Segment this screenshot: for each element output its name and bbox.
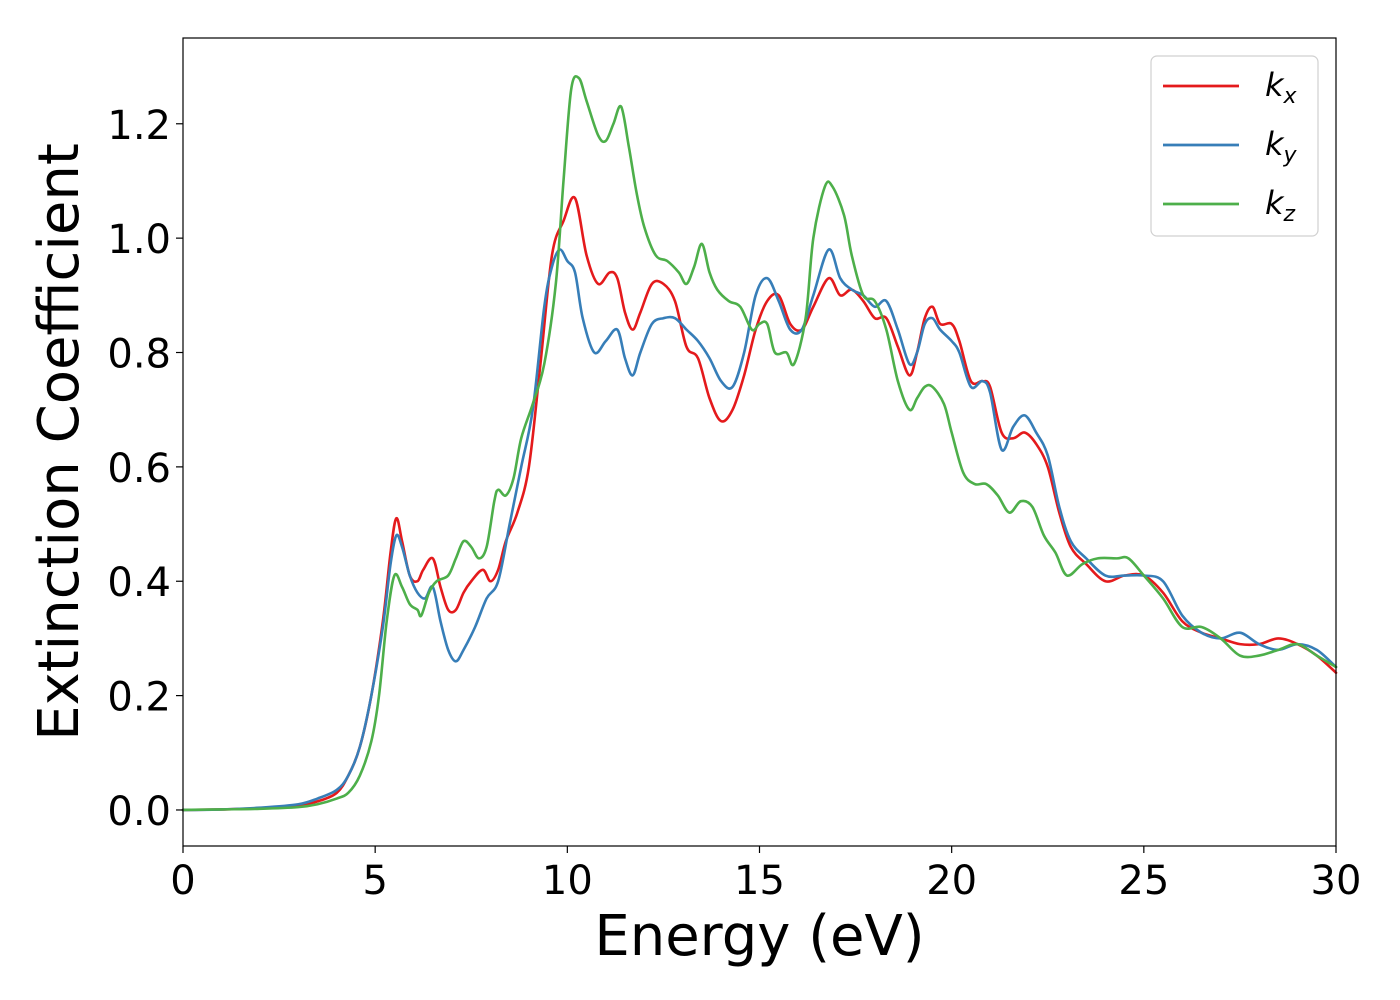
legend: kx ky kz [1150, 55, 1319, 237]
y-tick-label: 0.6 [107, 446, 171, 492]
x-tick-label: 25 [1118, 858, 1169, 904]
legend-label-ky: ky [1265, 125, 1298, 168]
legend-label-kz: kz [1265, 184, 1296, 227]
y-axis-title: Extinction Coefficient [27, 143, 92, 741]
y-tick-label: 0.0 [107, 789, 171, 835]
y-tick-label: 0.8 [107, 332, 171, 378]
x-axis-title: Energy (eV) [594, 904, 924, 969]
x-tick-label: 5 [362, 858, 387, 904]
x-tick-label: 15 [734, 858, 785, 904]
y-tick-label: 0.4 [107, 560, 171, 606]
x-tick-label: 20 [926, 858, 977, 904]
y-tick-label: 0.2 [107, 675, 171, 721]
series-line-ky [181, 248, 1338, 812]
series-line-kz [181, 75, 1338, 812]
x-tick-label: 10 [542, 858, 593, 904]
series-layer [181, 75, 1338, 812]
x-tick-label: 30 [1311, 858, 1362, 904]
series-line-kx [181, 195, 1338, 812]
y-tick-label: 1.0 [107, 217, 171, 263]
y-tick-label: 1.2 [107, 103, 171, 149]
ticks-layer: 0 5 10 15 20 25 30 0.0 0.2 0.4 0.6 0.8 1.0 1.2 [107, 103, 1361, 904]
legend-label-kx: kx [1265, 66, 1298, 109]
x-tick-label: 0 [170, 858, 195, 904]
